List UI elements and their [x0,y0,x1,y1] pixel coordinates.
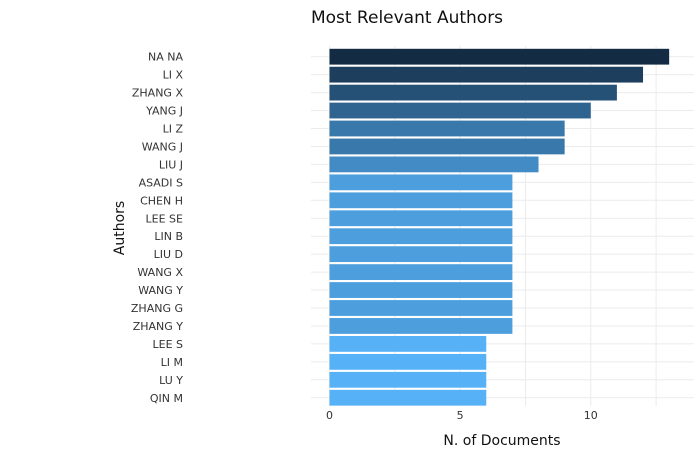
x-tick-label: 0 [326,409,333,422]
y-tick-label: LIU D [154,248,183,261]
y-tick-label: QIN M [150,392,183,405]
bar-chen-h [329,192,513,209]
x-tick-labels: 0 5 10 [326,409,598,422]
y-tick-label: LI X [163,69,184,82]
y-tick-label: LEE S [152,338,183,351]
bar-lee-s [329,336,487,352]
bar-li-m [329,353,487,370]
y-tick-label: LU Y [159,374,183,387]
y-tick-label: NA NA [148,51,183,64]
bar-wang-y [329,282,513,298]
y-tick-label: WANG J [142,140,183,153]
bar-zhang-y [329,318,513,334]
y-tick-label: ZHANG Y [133,320,184,333]
y-tick-label: WANG X [137,266,183,279]
y-tick-label: LI Z [163,123,184,136]
bar-liu-d [329,246,513,263]
bar-lin-b [329,228,513,245]
y-axis-title: Authors [112,201,128,255]
y-tick-label: ASADI S [139,176,183,189]
bar-yang-j [329,102,591,119]
bar-asadi-s [329,174,513,191]
bar-li-z [329,120,565,137]
x-tick-label: 5 [457,409,464,422]
y-tick-label: YANG J [145,105,183,118]
y-tick-label: LIN B [154,230,183,243]
y-tick-label: WANG Y [138,284,183,297]
y-tick-label: ZHANG X [132,87,184,100]
bar-li-x [329,66,644,83]
bar-lu-y [329,371,487,388]
y-tick-label: LEE SE [146,212,184,225]
y-tick-label: LIU J [159,158,183,171]
bar-lee-se [329,210,513,227]
bar-qin-m [329,389,487,406]
y-tick-label: CHEN H [140,194,183,207]
bars [329,48,670,406]
bar-na-na [329,48,670,65]
y-tick-label: ZHANG G [131,302,183,315]
chart-title: Most Relevant Authors [311,8,503,28]
bar-liu-j [329,156,539,173]
x-axis-title: N. of Documents [443,433,560,449]
bar-wang-x [329,264,513,280]
x-tick-label: 10 [584,409,598,422]
bar-zhang-g [329,300,513,316]
bar-wang-j [329,138,565,155]
y-tick-labels: NA NA LI X ZHANG X YANG J LI Z WANG J LIU J ASA… [131,51,184,405]
y-tick-label: LI M [161,356,183,369]
bar-zhang-x [329,84,617,101]
